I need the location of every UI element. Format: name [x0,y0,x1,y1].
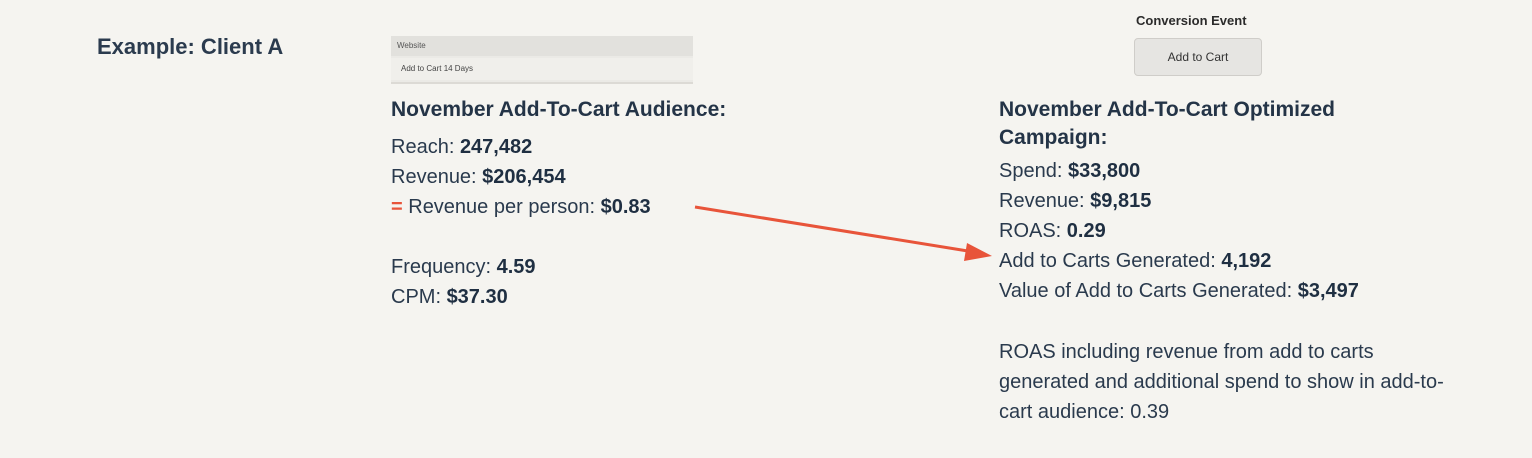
audience-screenshot-header: Website [391,36,693,56]
audience-revenue-line: Revenue: $206,454 [391,162,566,192]
audience-revenue-label: Revenue: [391,166,483,188]
revenue-per-person-label: Revenue per person: [402,196,601,218]
audience-revenue-value: $206,454 [482,166,566,188]
conversion-event-label: Conversion Event [1136,13,1247,28]
cpm-label: CPM: [391,286,447,308]
roas-line: ROAS: 0.29 [999,216,1106,246]
example-title: Example: Client A [97,34,284,59]
add-to-carts-value-line: Value of Add to Carts Generated: $3,497 [999,276,1359,306]
frequency-label: Frequency: [391,256,497,278]
cpm-value: $37.30 [446,286,508,308]
spend-value: $33,800 [1067,160,1141,182]
audience-heading: November Add-To-Cart Audience: [391,98,727,121]
add-to-carts-line: Add to Carts Generated: 4,192 [999,246,1271,276]
cpm-line: CPM: $37.30 [391,282,508,312]
roas-label: ROAS: [999,220,1067,242]
add-to-carts-label: Add to Carts Generated: [999,250,1222,272]
campaign-revenue-label: Revenue: [999,190,1091,212]
equals-sign: = [391,196,403,218]
roas-note: ROAS including revenue from add to carts… [999,341,1444,423]
reach-label: Reach: [391,136,460,158]
connector-arrow-line [694,205,975,254]
add-to-carts-value-label: Value of Add to Carts Generated: [999,280,1298,302]
roas-value: 0.29 [1066,220,1106,242]
add-to-carts-value: 4,192 [1221,250,1272,272]
frequency-value: 4.59 [496,256,536,278]
add-to-carts-value-amount: $3,497 [1297,280,1359,302]
audience-screenshot: Website Add to Cart 14 Days [391,36,693,84]
campaign-revenue-line: Revenue: $9,815 [999,186,1151,216]
spend-label: Spend: [999,160,1068,182]
frequency-line: Frequency: 4.59 [391,252,536,282]
campaign-heading-line2: Campaign: [999,126,1108,149]
campaign-heading-line1: November Add-To-Cart Optimized [999,98,1336,121]
revenue-per-person-value: $0.83 [600,196,651,218]
reach-value: 247,482 [459,136,533,158]
connector-arrow-head [964,243,992,261]
spend-line: Spend: $33,800 [999,156,1140,186]
audience-screenshot-row: Add to Cart 14 Days [391,58,693,80]
revenue-per-person-line: = Revenue per person: $0.83 [391,192,651,222]
reach-line: Reach: 247,482 [391,132,532,162]
add-to-cart-button[interactable]: Add to Cart [1134,38,1262,76]
campaign-revenue-value: $9,815 [1090,190,1152,212]
